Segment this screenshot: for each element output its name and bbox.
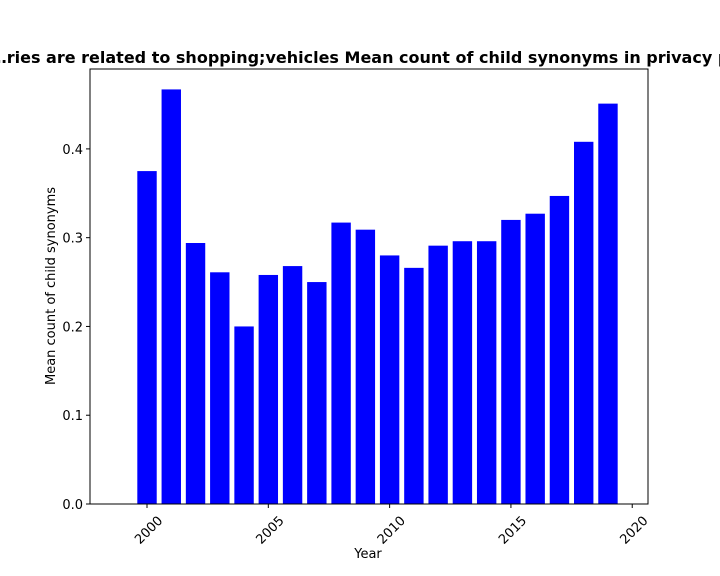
bar-2017 <box>549 195 570 504</box>
y-tick-label: 0.1 <box>62 409 83 424</box>
bar-2005 <box>258 274 279 504</box>
bar-2018 <box>574 141 594 505</box>
y-axis-ticks: 0.0 0.1 0.2 0.3 0.4 <box>62 143 90 513</box>
bar-2012 <box>428 245 448 504</box>
y-axis-label: Mean count of child synonyms <box>44 187 59 385</box>
bar-2016 <box>525 213 545 504</box>
bar-2010 <box>379 255 400 504</box>
x-axis-label: Year <box>353 547 382 562</box>
x-tick-label: 2010 <box>375 514 409 548</box>
y-tick-label: 0.0 <box>62 498 83 513</box>
bar-2013 <box>452 241 473 504</box>
bar-2004 <box>234 326 254 504</box>
bar-2002 <box>185 243 206 504</box>
x-tick-label: 2015 <box>496 514 530 548</box>
bar-2011 <box>404 267 424 504</box>
y-tick-label: 0.3 <box>62 232 83 247</box>
x-tick-label: 2020 <box>617 514 651 548</box>
chart-title: …ries are related to shopping;vehicles M… <box>0 48 720 67</box>
plot-frame <box>89 68 649 505</box>
bar-2001 <box>161 89 181 505</box>
bar-2000 <box>137 171 157 504</box>
bar-2008 <box>331 222 351 504</box>
bar-2007 <box>307 282 327 504</box>
x-tick-label: 2005 <box>253 514 287 548</box>
x-axis-ticks: 2000 2005 2010 2015 2020 <box>132 504 651 548</box>
x-tick-label: 2000 <box>132 514 166 548</box>
bar-2019 <box>598 103 618 505</box>
bar-2003 <box>210 272 230 504</box>
bar-2015 <box>501 219 521 505</box>
y-tick-label: 0.4 <box>62 143 83 158</box>
y-tick-label: 0.2 <box>62 320 83 335</box>
bar-2006 <box>282 266 303 504</box>
bar-2009 <box>355 229 376 504</box>
bars-group <box>137 89 618 505</box>
bar-2014 <box>476 241 497 504</box>
